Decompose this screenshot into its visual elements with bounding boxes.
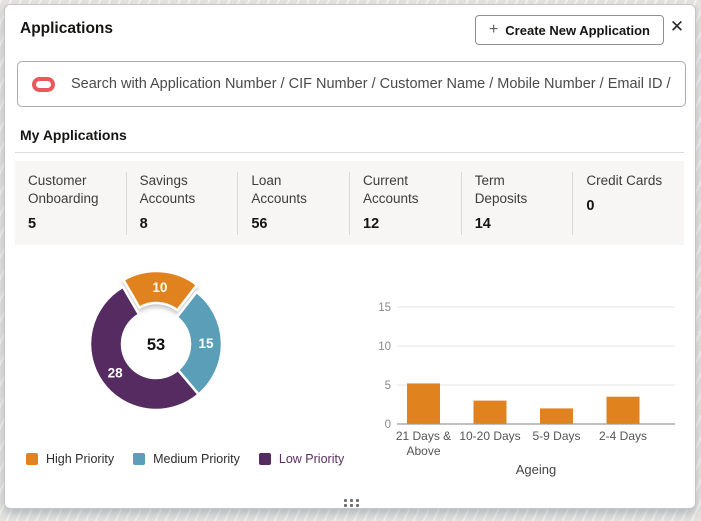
tile-savings-accounts[interactable]: Savings Accounts 8: [125, 172, 238, 235]
tile-label: Current Accounts: [363, 173, 419, 206]
x-axis-category-label: Above: [406, 444, 440, 458]
legend-swatch-icon: [133, 453, 146, 465]
tile-loan-accounts[interactable]: Loan Accounts 56: [237, 172, 349, 235]
tile-credit-cards[interactable]: Credit Cards 0: [572, 172, 684, 235]
applications-dialog: Applications + Create New Application ✕ …: [4, 4, 696, 509]
bar-10-20-days[interactable]: [473, 400, 507, 424]
tiles-row: Customer Onboarding 5 Savings Accounts 8 Loa…: [15, 161, 684, 245]
create-button-label: Create New Application: [505, 22, 650, 38]
ageing-bar-chart: 0 5 10 15 21 Days &Above 10-20 Days 5-9 Days 2-…: [378, 302, 675, 477]
search-bar: [17, 61, 686, 107]
tile-current-accounts[interactable]: Current Accounts 12: [349, 172, 461, 235]
oracle-logo-icon: [32, 76, 55, 92]
tile-label: Savings Accounts: [139, 173, 196, 206]
donut-slice-high-priority[interactable]: [122, 269, 199, 312]
tile-customer-onboarding[interactable]: Customer Onboarding 5: [15, 172, 126, 235]
drag-handle-icon[interactable]: [344, 499, 359, 507]
page-title: Applications: [20, 20, 114, 37]
donut-slice-value: 15: [198, 336, 214, 351]
tile-label: Customer Onboarding: [28, 173, 99, 206]
tile-value: 0: [586, 197, 595, 214]
bar-5-9-days[interactable]: [540, 408, 573, 424]
donut-legend: High Priority Medium Priority Low Priority: [26, 452, 344, 466]
y-axis-tick-label: 10: [378, 341, 391, 353]
legend-item-high-priority[interactable]: High Priority: [26, 452, 114, 466]
tile-label: Term Deposits: [474, 173, 528, 206]
plus-icon: +: [488, 21, 499, 38]
legend-item-medium-priority[interactable]: Medium Priority: [133, 452, 240, 466]
tile-value: 5: [28, 215, 37, 232]
y-axis-tick-label: 0: [385, 419, 391, 431]
legend-swatch-icon: [26, 453, 38, 465]
x-axis-category-label: 21 Days &: [396, 429, 451, 443]
x-axis-category-label: 10-20 Days: [459, 429, 520, 443]
y-axis-tick-label: 5: [385, 380, 391, 392]
donut-slice-medium-priority[interactable]: [175, 290, 224, 396]
close-icon[interactable]: ✕: [669, 17, 685, 36]
donut-slice-value: 10: [152, 280, 167, 295]
legend-swatch-icon: [258, 453, 271, 465]
legend-item-low-priority[interactable]: Low Priority: [258, 452, 345, 466]
x-axis-category-label: 2-4 Days: [599, 429, 647, 443]
tile-value: 14: [474, 215, 491, 232]
my-applications-heading: My Applications: [20, 127, 127, 143]
tile-label: Credit Cards: [586, 173, 663, 188]
donut-slice-low-priority[interactable]: [88, 285, 200, 412]
x-axis-category-label: 5-9 Days: [532, 429, 580, 443]
y-axis-tick-label: 15: [378, 302, 391, 314]
priority-donut-chart: 10 15 28 53: [88, 269, 224, 412]
tile-label: Loan Accounts: [251, 173, 307, 206]
create-new-application-button[interactable]: + Create New Application: [474, 15, 664, 45]
x-axis-title: Ageing: [516, 462, 556, 477]
legend-label: High Priority: [46, 452, 115, 466]
tile-value: 12: [363, 215, 380, 232]
donut-center-total: 53: [147, 336, 165, 354]
donut-slice-value: 28: [108, 366, 124, 381]
tile-value: 56: [251, 215, 268, 232]
bar-2-4-days[interactable]: [606, 396, 640, 424]
tile-value: 8: [139, 215, 148, 232]
application-search-input[interactable]: [71, 76, 671, 92]
bar-21-days-above[interactable]: [407, 383, 440, 424]
legend-label: Medium Priority: [153, 452, 240, 466]
legend-label: Low Priority: [278, 452, 345, 466]
section-divider: [15, 152, 684, 153]
tile-term-deposits[interactable]: Term Deposits 14: [460, 172, 573, 235]
